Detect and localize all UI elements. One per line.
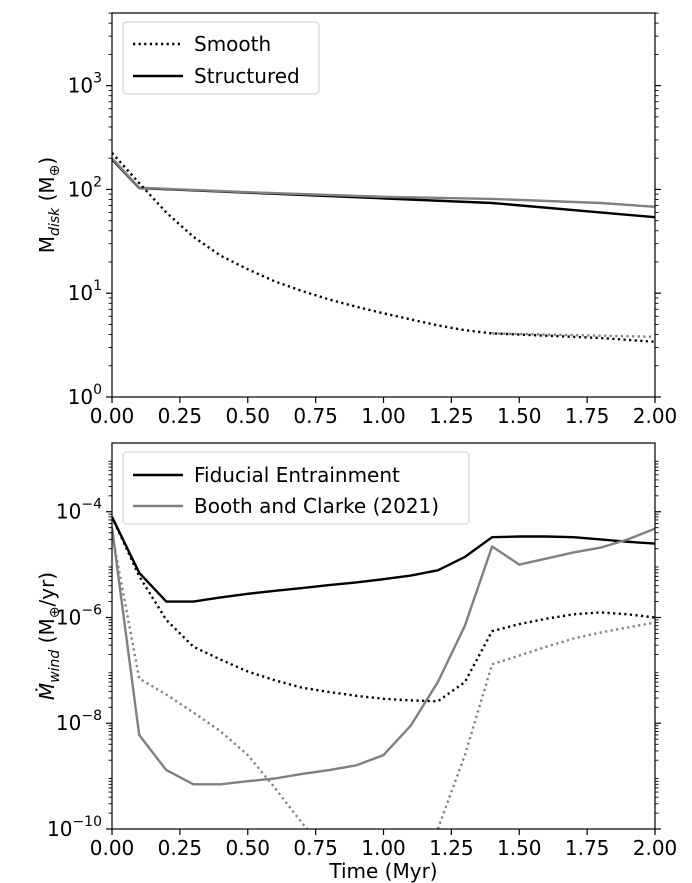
series-line-2	[112, 516, 655, 703]
series-line-1	[112, 157, 655, 208]
series-line-0	[112, 158, 655, 219]
y-tick-label-0: 100	[68, 382, 102, 409]
y-axis-label: Mdisk (M⊕)	[35, 157, 63, 253]
x-tick-label-8: 2.00	[633, 836, 678, 860]
x-tick-label-5: 1.25	[429, 836, 474, 860]
x-tick-label-3: 0.75	[293, 404, 338, 428]
x-axis-label: Time (Myr)	[328, 859, 437, 883]
series-group	[112, 152, 655, 343]
x-tick-label-7: 1.75	[565, 836, 610, 860]
y-tick-label-0: 10−10	[47, 814, 102, 841]
x-tick-label-2: 0.50	[225, 404, 270, 428]
legend-label-0: Smooth	[194, 32, 271, 56]
x-tick-label-4: 1.00	[361, 836, 406, 860]
legend-label-1: Booth and Clarke (2021)	[194, 494, 439, 518]
series-line-3	[112, 532, 309, 829]
series-line-4	[436, 621, 655, 829]
series-line-2	[112, 152, 655, 343]
y-tick-label-3: 10−4	[56, 497, 102, 524]
legend-box	[122, 451, 470, 525]
x-tick-label-0: 0.00	[90, 836, 135, 860]
y-tick-label-3: 103	[68, 71, 102, 98]
x-tick-label-7: 1.75	[565, 404, 610, 428]
series-line-1	[112, 527, 655, 786]
x-tick-label-8: 2.00	[633, 404, 678, 428]
top-chart-panel: 0.00 0.25 0.50 0.75 1.00 1.25 1.50 1.75 2.00 100 1…	[35, 12, 678, 428]
x-tick-label-4: 1.00	[361, 404, 406, 428]
legend: Fiducial Entrainment Booth and Clarke (20…	[122, 451, 470, 525]
x-tick-label-5: 1.25	[429, 404, 474, 428]
legend: Smooth Structured	[122, 21, 320, 95]
legend-label-0: Fiducial Entrainment	[194, 463, 400, 487]
y-tick-label-2: 102	[68, 174, 102, 201]
y-tick-label-2: 10−6	[56, 602, 102, 629]
x-tick-label-6: 1.50	[497, 836, 542, 860]
x-tick-label-1: 0.25	[158, 836, 203, 860]
x-tick-label-2: 0.50	[225, 836, 270, 860]
x-tick-label-1: 0.25	[158, 404, 203, 428]
bottom-chart-panel: 0.00 0.25 0.50 0.75 1.00 1.25 1.50 1.75 2.00 10−1…	[35, 442, 678, 883]
x-tick-label-6: 1.50	[497, 404, 542, 428]
y-tick-label-1: 101	[68, 278, 102, 305]
series-group	[112, 516, 655, 829]
series-line-0	[112, 516, 655, 603]
x-tick-label-3: 0.75	[293, 836, 338, 860]
x-tick-label-0: 0.00	[90, 404, 135, 428]
series-line-3	[492, 332, 655, 338]
y-tick-label-1: 10−8	[56, 708, 102, 735]
legend-label-1: Structured	[194, 64, 300, 88]
y-axis-label: Ṁwind (M⊕/yr)	[35, 572, 63, 700]
